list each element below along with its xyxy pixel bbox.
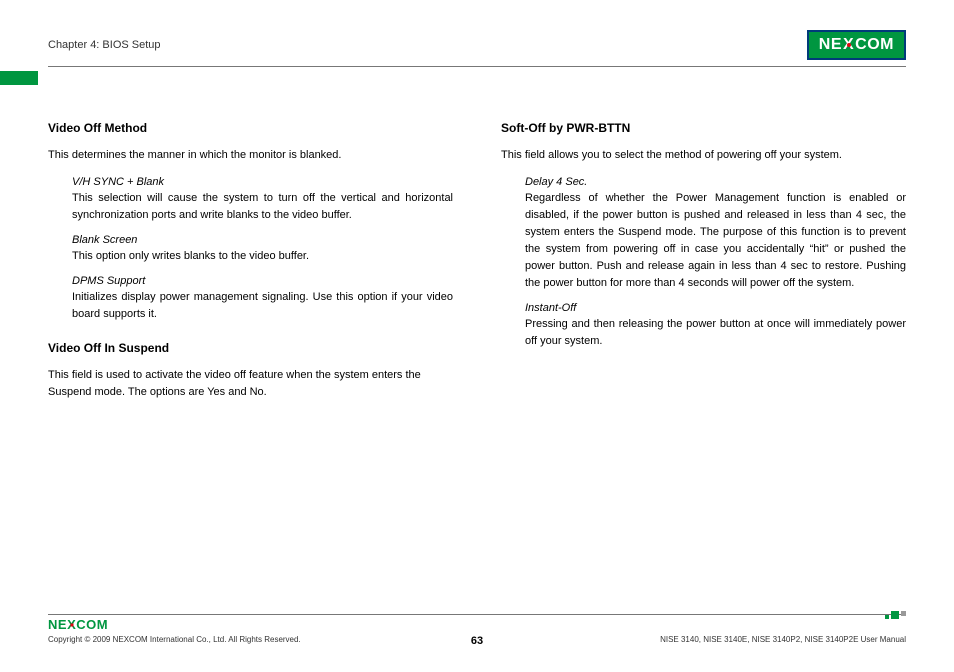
nexcom-logo-bottom: NEXCOM: [48, 617, 108, 632]
option-title: Blank Screen: [72, 234, 453, 246]
option-dpms: DPMS Support Initializes display power m…: [72, 275, 453, 323]
option-vh-sync: V/H SYNC + Blank This selection will cau…: [72, 176, 453, 224]
left-column: Video Off Method This determines the man…: [48, 121, 453, 413]
footer-decoration-icon: [885, 611, 906, 619]
right-column: Soft-Off by PWR-BTTN This field allows y…: [501, 121, 906, 413]
option-desc: Regardless of whether the Power Manageme…: [525, 190, 906, 292]
logo-x: X: [842, 36, 855, 54]
page-number: 63: [471, 635, 483, 647]
option-title: Delay 4 Sec.: [525, 176, 906, 188]
intro-soft-off: This field allows you to select the meth…: [501, 147, 906, 164]
heading-video-off-suspend: Video Off In Suspend: [48, 341, 453, 355]
footer-info-row: Copyright © 2009 NEXCOM International Co…: [48, 635, 906, 644]
manual-info: NISE 3140, NISE 3140E, NISE 3140P2, NISE…: [660, 635, 906, 644]
option-desc: This selection will cause the system to …: [72, 190, 453, 224]
chapter-title: Chapter 4: BIOS Setup: [48, 39, 161, 51]
logo-pre: NE: [819, 36, 842, 54]
footer-bar: NEXCOM: [48, 614, 906, 633]
option-desc: Initializes display power management sig…: [72, 289, 453, 323]
intro-video-off-method: This determines the manner in which the …: [48, 147, 453, 164]
page-header: Chapter 4: BIOS Setup NEXCOM: [48, 30, 906, 67]
option-title: V/H SYNC + Blank: [72, 176, 453, 188]
option-blank-screen: Blank Screen This option only writes bla…: [72, 234, 453, 265]
intro-video-off-suspend: This field is used to activate the video…: [48, 367, 453, 401]
copyright-text: Copyright © 2009 NEXCOM International Co…: [48, 635, 301, 644]
option-instant-off: Instant-Off Pressing and then releasing …: [525, 302, 906, 350]
option-desc: Pressing and then releasing the power bu…: [525, 316, 906, 350]
heading-soft-off: Soft-Off by PWR-BTTN: [501, 121, 906, 135]
logo-post: COM: [855, 36, 894, 54]
option-title: DPMS Support: [72, 275, 453, 287]
logo-post: COM: [76, 617, 108, 632]
page-tab-marker: [0, 71, 38, 85]
option-desc: This option only writes blanks to the vi…: [72, 248, 453, 265]
option-delay-4sec: Delay 4 Sec. Regardless of whether the P…: [525, 176, 906, 292]
page-content: Video Off Method This determines the man…: [48, 121, 906, 413]
logo-x: X: [67, 617, 76, 632]
nexcom-logo-top: NEXCOM: [807, 30, 906, 60]
heading-video-off-method: Video Off Method: [48, 121, 453, 135]
option-title: Instant-Off: [525, 302, 906, 314]
page-footer: NEXCOM Copyright © 2009 NEXCOM Internati…: [48, 614, 906, 644]
logo-pre: NE: [48, 617, 67, 632]
